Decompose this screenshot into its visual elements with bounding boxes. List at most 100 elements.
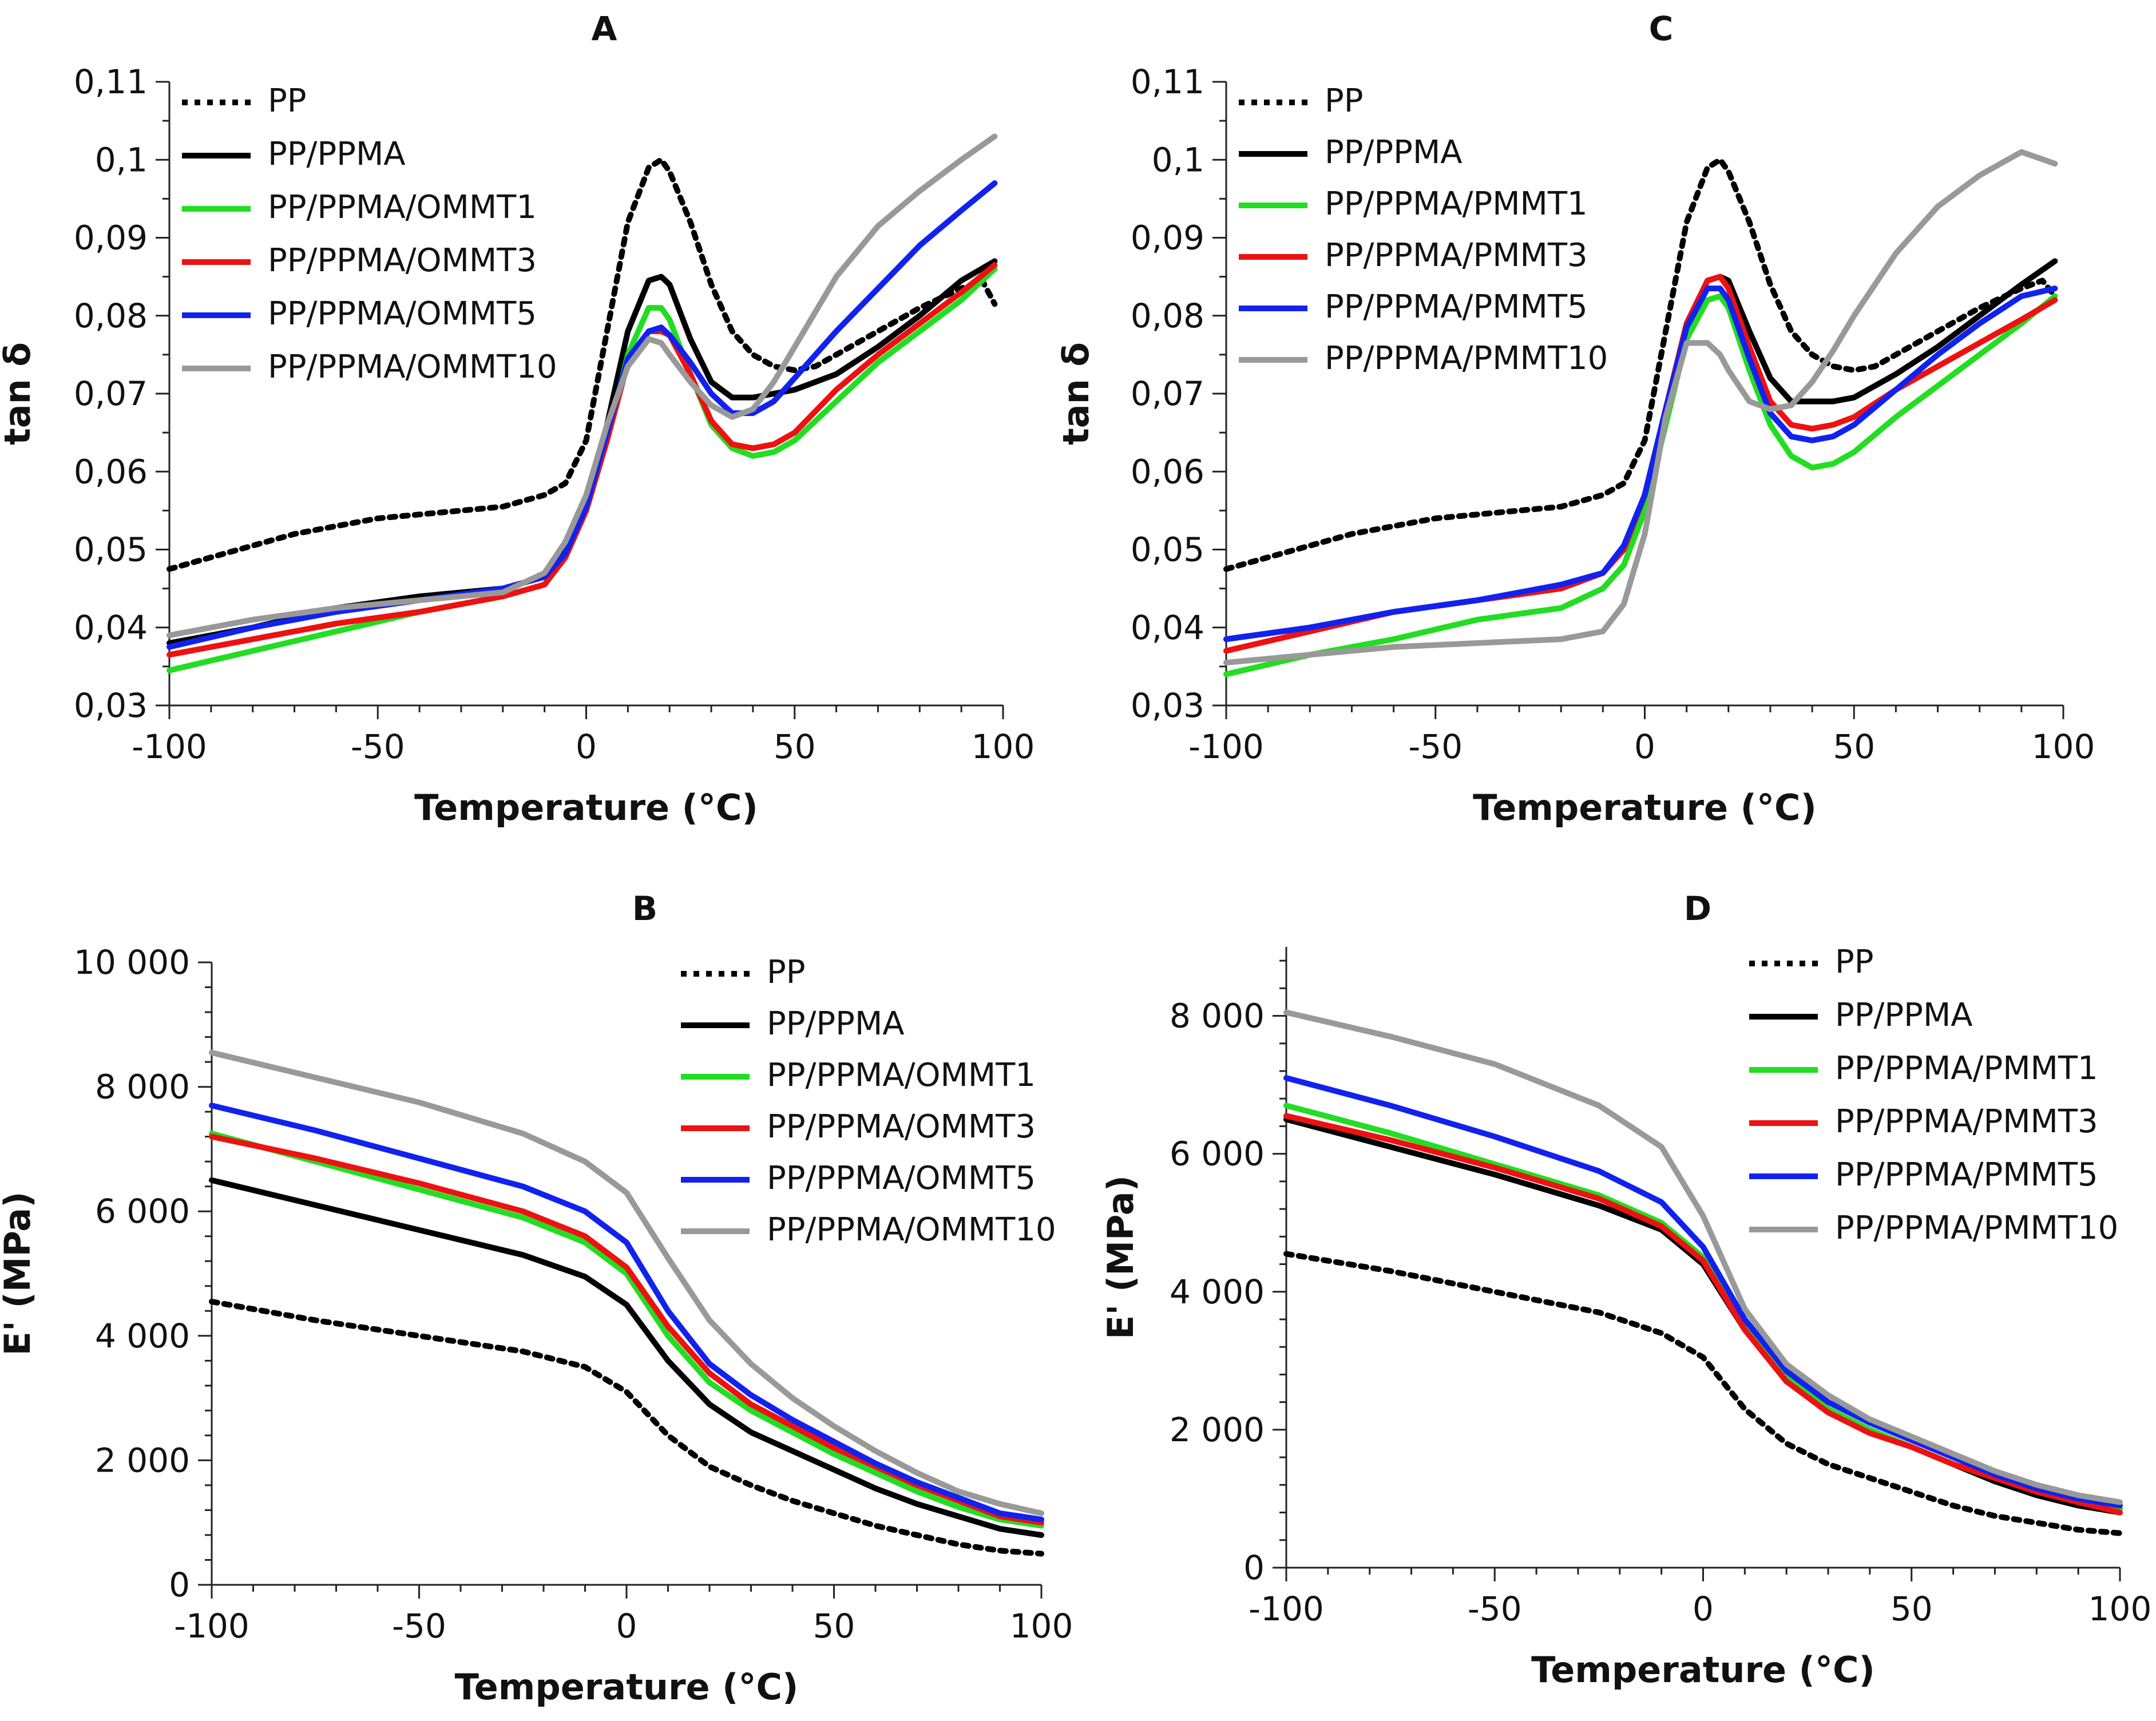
legend-label: PP/PPMA/OMMT1 — [268, 189, 537, 226]
panel-a-y-tick-label: 0,09 — [74, 219, 148, 257]
panel-d-y-tick-label: 8 000 — [1170, 997, 1265, 1036]
panel-a-y-tick-label: 0,1 — [95, 140, 148, 179]
panel-c-y-axis-label: tan δ — [1055, 342, 1097, 445]
panel-c-series-pp-ppma-pmmt5 — [1223, 285, 2058, 643]
panel-a-y-tick-label: 0,08 — [74, 296, 148, 335]
panel-b-y-tick-label: 2 000 — [95, 1441, 190, 1480]
panel-c-x-tick-label: 100 — [2032, 727, 2095, 766]
panel-c-y-tick-label: 0,04 — [1131, 608, 1204, 647]
panel-b-x-tick-label: 100 — [1010, 1607, 1073, 1645]
panel-c-x-axis-label: Temperature (°C) — [1473, 787, 1817, 828]
panel-a-y-tick-label: 0,07 — [74, 374, 148, 413]
panel-c-x-tick-label: -100 — [1188, 727, 1264, 766]
panel-b-series-pp-ppma-ommt5 — [209, 1103, 1044, 1522]
panel-a-x-tick-label: -100 — [132, 727, 207, 766]
panel-d-y-tick-label: 6 000 — [1170, 1135, 1265, 1173]
panel-b-x-tick-label: 0 — [616, 1607, 637, 1645]
panel-d-series-pp — [1283, 1251, 2123, 1536]
legend-label: PP/PPMA/OMMT1 — [767, 1057, 1036, 1094]
panel-d-series-pp-ppma-pmmt5 — [1283, 1075, 2123, 1509]
legend-label: PP/PPMA/PMMT1 — [1835, 1050, 2098, 1087]
panel-c-series-pp-ppma-pmmt1 — [1223, 293, 2058, 677]
legend-label: PP/PPMA/OMMT3 — [268, 242, 537, 279]
panel-b-y-tick-label: 4 000 — [95, 1316, 190, 1355]
legend-label: PP/PPMA — [1835, 997, 1973, 1034]
panel-a-y-tick-label: 0,05 — [74, 530, 148, 569]
panel-a-series-pp-ppma-ommt5 — [167, 180, 998, 650]
panel-c-series-pp-ppma-pmmt10 — [1223, 149, 2058, 666]
panel-c-y-tick-label: 0,07 — [1131, 374, 1204, 413]
panel-b-series-pp-ppma — [209, 1177, 1044, 1538]
panel-c-x-tick-label: -50 — [1408, 727, 1463, 766]
panel-b-x-tick-label: 50 — [813, 1607, 855, 1645]
legend-label: PP/PPMA/OMMT3 — [767, 1108, 1036, 1145]
panel-a-series-pp — [167, 157, 998, 572]
legend-label: PP/PPMA/OMMT5 — [767, 1160, 1036, 1197]
panel-d-series-pp-ppma-pmmt10 — [1283, 1009, 2123, 1505]
panel-b-y-tick-label: 0 — [169, 1565, 190, 1604]
panel-a-x-axis-label: Temperature (°C) — [414, 787, 758, 828]
panel-b-y-tick-label: 6 000 — [95, 1192, 190, 1231]
legend-label: PP/PPMA — [1325, 134, 1463, 171]
panel-b-y-axis-label: E' (MPa) — [0, 1192, 38, 1356]
panel-a-tan-delta-ommt: A -100 -50 0 50 100 0,03 0,04 0,05 0,06 0,07 0,08 0,… — [0, 9, 1035, 828]
panel-b-series-pp-ppma-ommt1 — [209, 1131, 1044, 1529]
panel-b-y-tick-label: 8 000 — [95, 1068, 190, 1107]
panel-c-y-tick-label: 0,1 — [1152, 140, 1204, 179]
panel-c-y-tick-label: 0,03 — [1131, 686, 1204, 725]
panel-a-x-tick-label: 50 — [774, 727, 816, 766]
legend-label: PP/PPMA/PMMT5 — [1835, 1156, 2098, 1193]
legend-label: PP/PPMA/OMMT10 — [767, 1211, 1056, 1248]
panel-a-series-pp-ppma-ommt10 — [167, 133, 998, 639]
panel-d-x-tick-label: 100 — [2088, 1589, 2152, 1628]
panel-a-y-tick-label: 0,04 — [74, 608, 148, 647]
legend-label: PP — [268, 82, 307, 120]
panel-d-storage-modulus-pmmt: D -100 -50 0 50 100 0 2 000 4 000 6 000 8 000 Tempe… — [1100, 889, 2151, 1691]
panel-a-y-tick-label: 0,11 — [74, 62, 148, 101]
legend-label: PP/PPMA/OMMT5 — [268, 295, 537, 332]
panel-a-x-tick-label: 100 — [972, 727, 1035, 766]
panel-a-x-tick-label: -50 — [351, 727, 405, 766]
panel-b-y-tick-label: 10 000 — [74, 943, 190, 982]
panel-a-y-axis-label: tan δ — [0, 342, 38, 445]
panel-b-series-pp — [209, 1299, 1044, 1557]
panel-b-x-axis-label: Temperature (°C) — [455, 1666, 799, 1708]
panel-b-x-tick-label: -100 — [174, 1607, 249, 1645]
panel-d-x-axis-label: Temperature (°C) — [1531, 1649, 1875, 1691]
panel-b-series-pp-ppma-ommt3 — [209, 1133, 1044, 1526]
panel-c-y-tick-label: 0,11 — [1131, 62, 1204, 101]
panel-b-series-pp-ppma-ommt10 — [209, 1049, 1044, 1516]
panel-a-y-tick-label: 0,06 — [74, 452, 148, 491]
panel-d-x-tick-label: 0 — [1693, 1589, 1714, 1628]
legend-label: PP/PPMA/PMMT1 — [1325, 185, 1588, 223]
legend-label: PP/PPMA — [268, 136, 406, 173]
panel-b-x-tick-label: -50 — [392, 1607, 446, 1645]
panel-d-title: D — [1684, 889, 1711, 928]
panel-d-y-tick-label: 0 — [1243, 1548, 1265, 1587]
panel-c-series-pp — [1223, 157, 2058, 572]
panel-c-y-tick-label: 0,09 — [1131, 219, 1204, 257]
panel-d-y-tick-label: 2 000 — [1170, 1410, 1265, 1449]
panel-c-y-tick-label: 0,05 — [1131, 530, 1204, 569]
panel-d-y-tick-label: 4 000 — [1170, 1272, 1265, 1311]
panel-a-x-tick-label: 0 — [576, 727, 597, 766]
panel-c-y-tick-label: 0,06 — [1131, 452, 1204, 491]
panel-d-series-pp-ppma-pmmt3 — [1283, 1113, 2123, 1516]
panel-c-x-tick-label: 0 — [1634, 727, 1655, 766]
legend-label: PP/PPMA — [767, 1005, 905, 1042]
panel-c-x-tick-label: 50 — [1833, 727, 1875, 766]
panel-c-title: C — [1649, 9, 1674, 48]
panel-c-y-tick-label: 0,08 — [1131, 296, 1204, 335]
legend-label: PP — [1325, 82, 1364, 120]
legend-label: PP — [767, 954, 806, 991]
panel-a-y-tick-label: 0,03 — [74, 686, 148, 725]
legend-label: PP/PPMA/PMMT5 — [1325, 288, 1588, 326]
panel-b-storage-modulus-ommt: B -100 -50 0 50 100 0 2 000 4 000 6 000 8 000 10 00… — [0, 889, 1073, 1708]
panel-d-y-axis-label: E' (MPa) — [1100, 1175, 1142, 1339]
legend-label: PP/PPMA/PMMT3 — [1835, 1103, 2098, 1140]
legend-label: PP — [1835, 943, 1874, 981]
panel-d-x-tick-label: 50 — [1891, 1589, 1933, 1628]
legend-label: PP/PPMA/PMMT3 — [1325, 237, 1588, 274]
panel-a-title: A — [592, 9, 617, 48]
